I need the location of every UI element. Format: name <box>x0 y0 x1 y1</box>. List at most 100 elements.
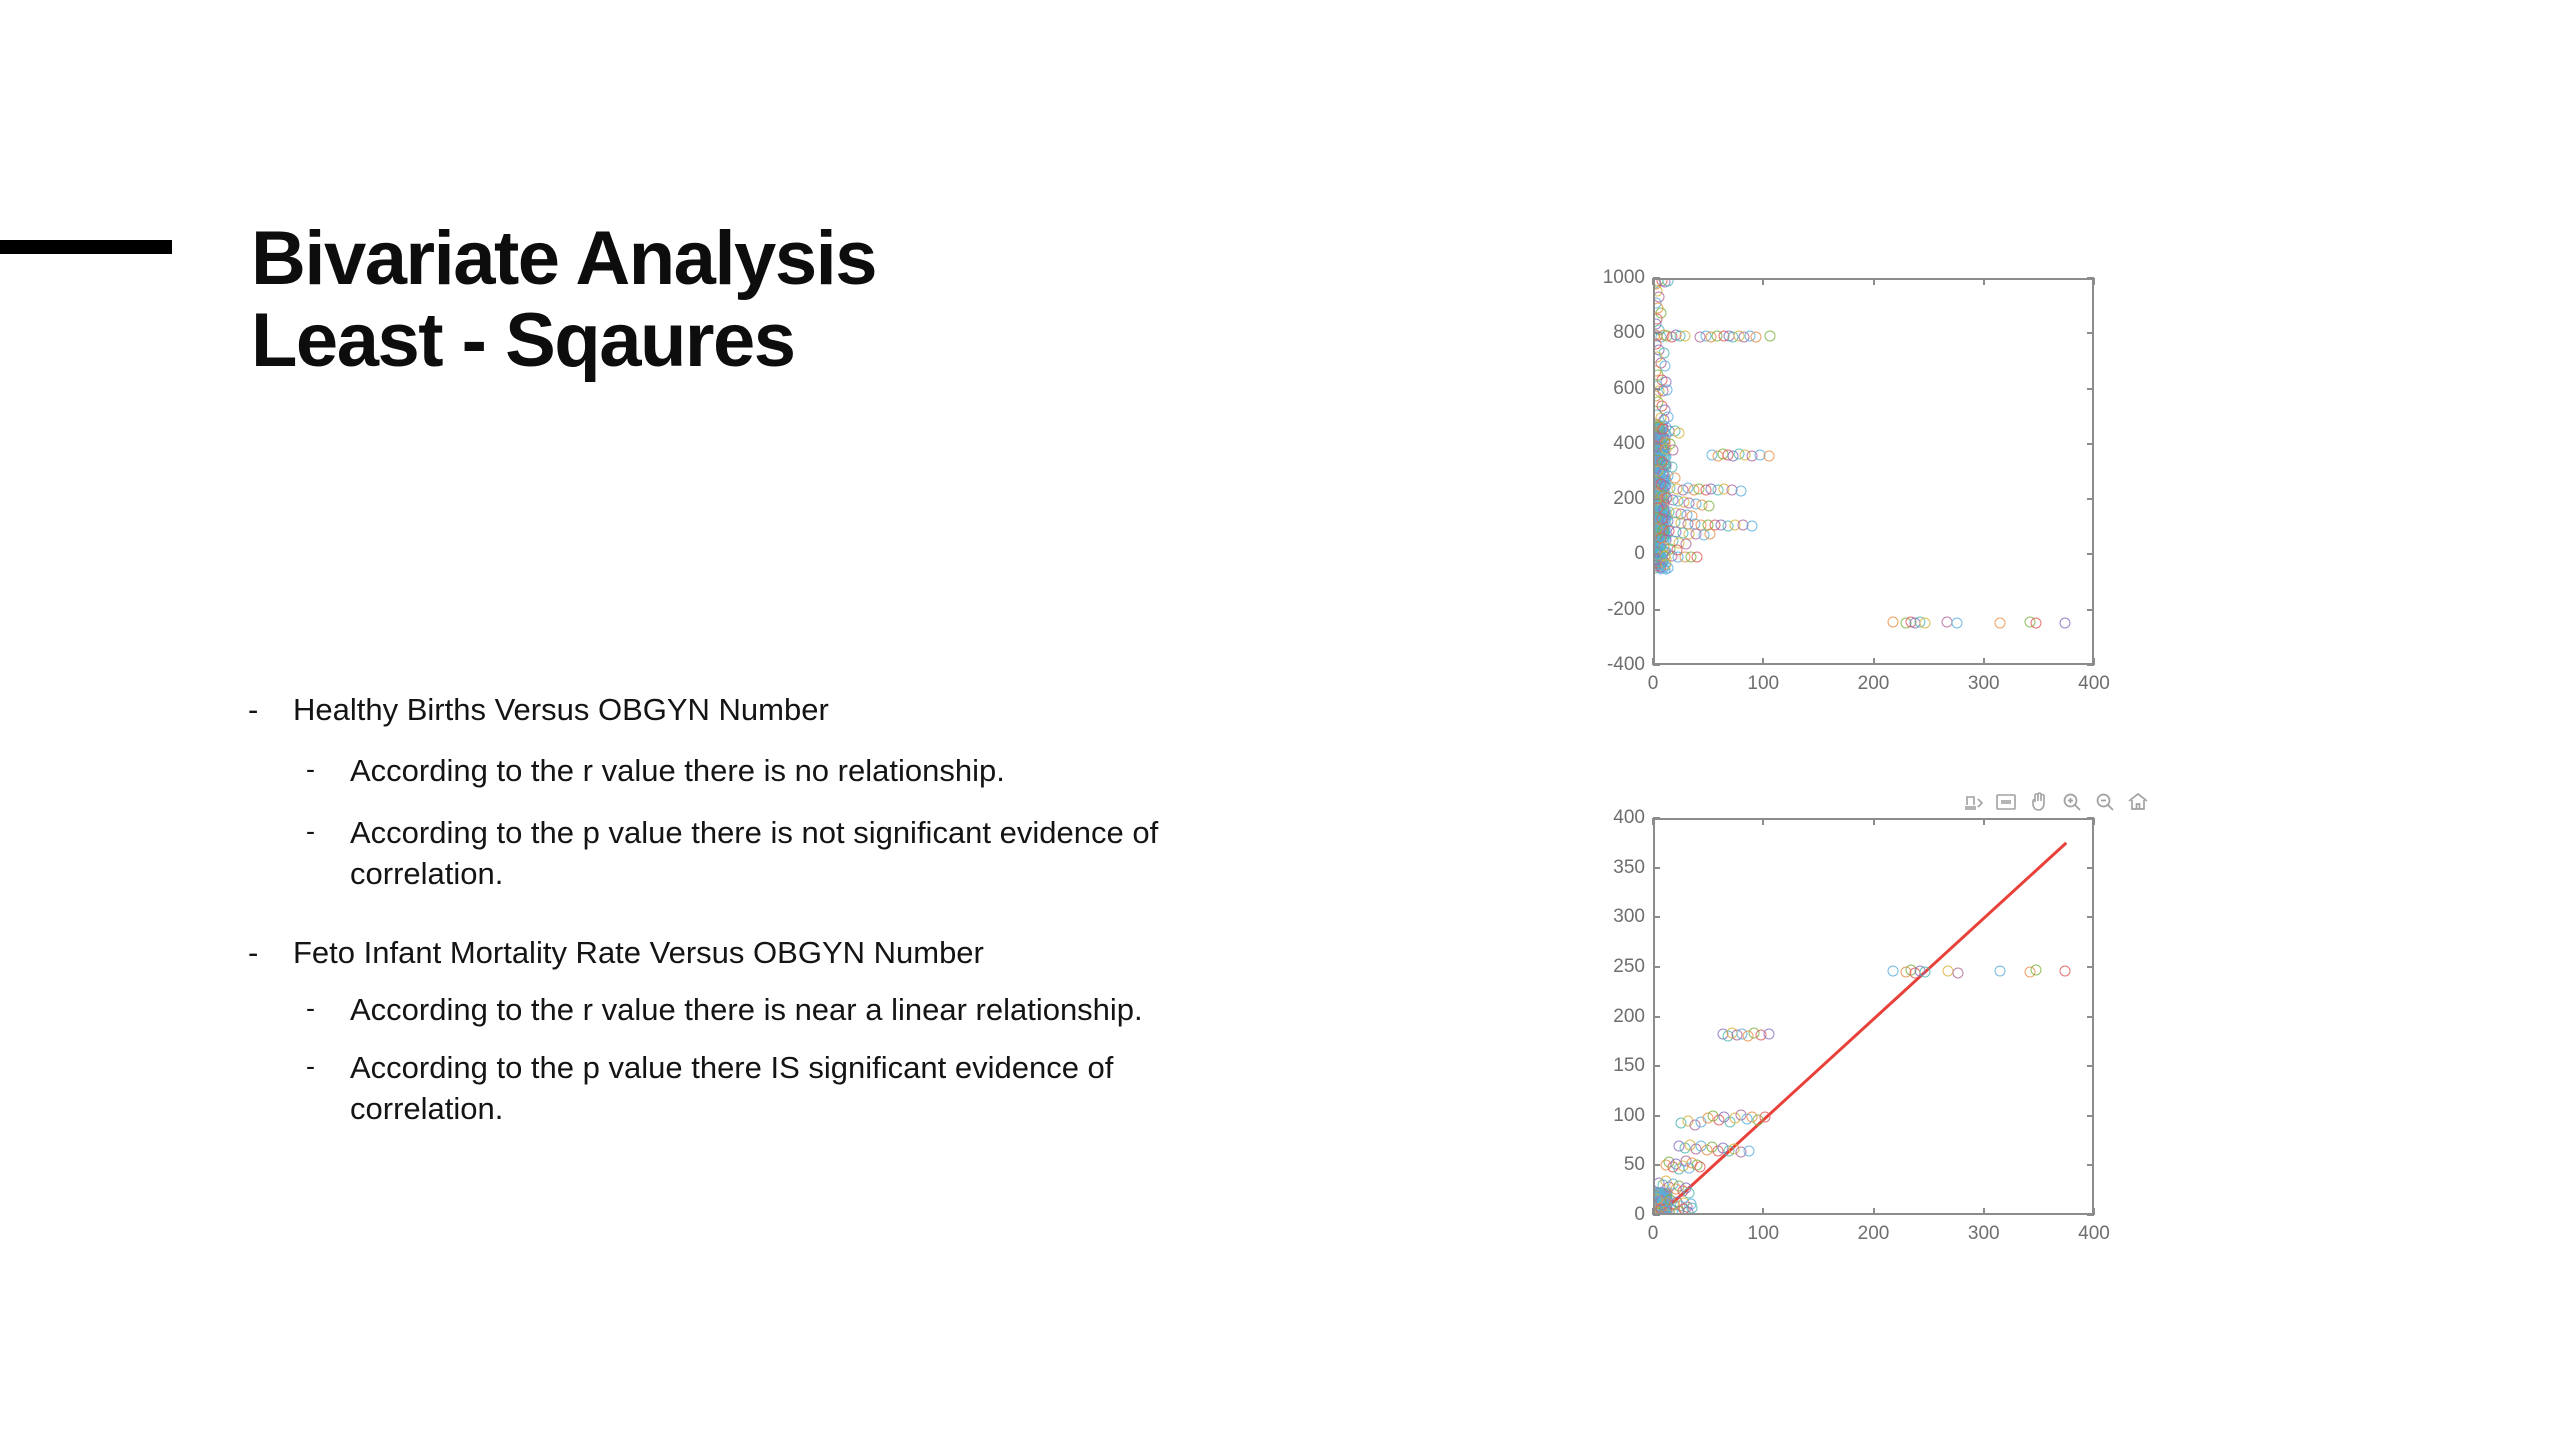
bullet-item-sub-2-1: - According to the r value there is near… <box>248 989 1368 1031</box>
y-axis-tick-label: 800 <box>1567 322 1645 344</box>
x-axis-tick <box>2093 658 2095 665</box>
bullet-group-2: - Feto Infant Mortality Rate Versus OBGY… <box>248 933 1368 1130</box>
bullet-item-sub-2-2: - According to the p value there IS sign… <box>248 1047 1368 1130</box>
x-axis-tick-label: 200 <box>1858 673 1890 695</box>
title-accent-bar <box>0 240 172 254</box>
y-axis-tick <box>1653 1115 1660 1117</box>
data-point <box>1674 427 1685 438</box>
data-point <box>1751 332 1762 343</box>
bullet-dash: - <box>306 1047 350 1086</box>
data-point <box>1735 485 1746 496</box>
home-icon[interactable] <box>2125 790 2151 814</box>
y-axis-tick-label: 150 <box>1567 1055 1645 1077</box>
data-point <box>2060 965 2071 976</box>
y-axis-tick <box>2087 916 2094 918</box>
y-axis-tick <box>1653 1164 1660 1166</box>
x-axis-tick <box>1873 658 1875 665</box>
chart-feto-infant-mortality-vs-obgyn: 0 50 100 150 200 250 300 350 400 0 100 200 300 400 <box>1560 790 2200 1260</box>
x-axis-tick-label: 0 <box>1648 1223 1659 1245</box>
y-axis-tick-label: 400 <box>1567 433 1645 455</box>
x-axis-tick-label: 200 <box>1858 1223 1890 1245</box>
data-point <box>1662 384 1673 395</box>
chart-toolbar[interactable] <box>1960 790 2151 814</box>
y-axis-tick-label: 300 <box>1567 906 1645 928</box>
data-point <box>2060 617 2071 628</box>
y-axis-tick <box>2087 332 2094 334</box>
legend-icon[interactable] <box>1993 790 2019 814</box>
x-axis-tick-label: 300 <box>1968 673 2000 695</box>
x-axis-tick <box>1652 1208 1654 1215</box>
y-axis-tick <box>2087 867 2094 869</box>
y-axis-tick <box>2087 966 2094 968</box>
y-axis-tick-label: 50 <box>1567 1154 1645 1176</box>
x-axis-tick <box>1983 278 1985 285</box>
y-axis-tick <box>1653 277 1660 279</box>
y-axis-tick <box>1653 867 1660 869</box>
y-axis-tick-label: 200 <box>1567 488 1645 510</box>
bullet-dash: - <box>248 933 293 973</box>
y-axis-tick <box>1653 916 1660 918</box>
data-point <box>1764 331 1775 342</box>
chart-healthy-births-vs-obgyn: -400 -200 0 200 400 600 800 1000 0 100 200 300 400 <box>1560 250 2200 700</box>
data-point <box>1760 1111 1771 1122</box>
data-point <box>1691 551 1702 562</box>
x-axis-tick <box>2093 818 2095 825</box>
x-axis-tick-label: 400 <box>2078 673 2110 695</box>
y-axis-tick-label: 0 <box>1567 543 1645 565</box>
x-axis-tick <box>2093 278 2095 285</box>
data-point <box>1679 330 1690 341</box>
y-axis-tick-label: -200 <box>1567 599 1645 621</box>
y-axis-tick <box>2087 609 2094 611</box>
x-axis-tick <box>1873 818 1875 825</box>
x-axis-tick <box>1762 278 1764 285</box>
chart-plot-area[interactable] <box>1655 280 2092 663</box>
bullet-group-1: - Healthy Births Versus OBGYN Number - A… <box>248 690 1368 895</box>
y-axis-tick <box>2087 1115 2094 1117</box>
y-axis-tick <box>2087 1164 2094 1166</box>
bullet-text: According to the p value there IS signif… <box>350 1047 1230 1130</box>
x-axis-tick <box>1652 658 1654 665</box>
bullet-dash: - <box>248 690 293 730</box>
zoom-out-icon[interactable] <box>2092 790 2118 814</box>
y-axis-tick <box>1653 1016 1660 1018</box>
x-axis-tick <box>1983 658 1985 665</box>
bullet-text: Feto Infant Mortality Rate Versus OBGYN … <box>293 933 984 973</box>
y-axis-tick-label: 600 <box>1567 378 1645 400</box>
data-point <box>1888 965 1899 976</box>
data-point <box>1747 521 1758 532</box>
y-axis-tick <box>1653 966 1660 968</box>
regression-line <box>1655 842 2067 1213</box>
y-axis-tick <box>1653 664 1660 666</box>
bullet-item-sub-1-1: - According to the r value there is no r… <box>248 750 1368 792</box>
page-title-line-1: Bivariate Analysis <box>251 218 1351 300</box>
x-axis-tick <box>1873 1208 1875 1215</box>
x-axis-tick <box>1983 818 1985 825</box>
bullet-list: - Healthy Births Versus OBGYN Number - A… <box>248 690 1368 1130</box>
y-axis-tick <box>2087 1065 2094 1067</box>
zoom-in-icon[interactable] <box>2059 790 2085 814</box>
y-axis-tick <box>1653 1214 1660 1216</box>
data-point <box>1763 1029 1774 1040</box>
bullet-text: According to the r value there is no rel… <box>350 750 1005 792</box>
data-point <box>1920 617 1931 628</box>
chart-plot-frame <box>1653 818 2094 1215</box>
y-axis-tick <box>2087 388 2094 390</box>
y-axis-tick <box>2087 498 2094 500</box>
bullet-text: According to the r value there is near a… <box>350 989 1143 1031</box>
export-icon[interactable] <box>1960 790 1986 814</box>
data-point <box>1995 965 2006 976</box>
data-point <box>1705 528 1716 539</box>
data-point <box>1695 1162 1706 1173</box>
data-point <box>1704 501 1715 512</box>
y-axis-tick-label: 250 <box>1567 956 1645 978</box>
chart-plot-area[interactable] <box>1655 820 2092 1213</box>
y-axis-tick <box>1653 609 1660 611</box>
bullet-dash: - <box>306 989 350 1028</box>
data-point <box>2031 618 2042 629</box>
y-axis-tick <box>1653 498 1660 500</box>
data-point <box>1953 967 1964 978</box>
x-axis-tick <box>1652 818 1654 825</box>
pan-hand-icon[interactable] <box>2026 790 2052 814</box>
bullet-item-top-2: - Feto Infant Mortality Rate Versus OBGY… <box>248 933 1368 973</box>
x-axis-tick-label: 400 <box>2078 1223 2110 1245</box>
